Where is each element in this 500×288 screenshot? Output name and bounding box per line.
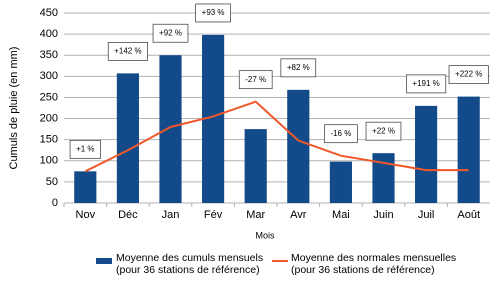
y-tick-label: 350 xyxy=(40,49,58,61)
bar xyxy=(457,96,480,203)
bar xyxy=(116,73,139,203)
annotation: +22 % xyxy=(372,126,395,135)
y-tick-label: 50 xyxy=(46,176,58,188)
legend-line-text: Moyenne des normales mensuelles (pour 36… xyxy=(291,252,457,276)
annotation-box xyxy=(238,70,273,90)
x-tick-label: Mai xyxy=(332,209,350,221)
annotation-box xyxy=(324,124,358,144)
x-tick-label: Avr xyxy=(290,209,307,221)
x-tick-label: Mar xyxy=(246,209,265,221)
y-tick-label: 400 xyxy=(40,28,58,40)
bar xyxy=(74,171,97,203)
x-tick-label: Déc xyxy=(118,209,138,221)
bar xyxy=(415,105,438,203)
legend-swatch xyxy=(96,258,112,264)
y-tick-label: 150 xyxy=(40,134,58,146)
annotation: +93 % xyxy=(202,8,225,17)
annotation-box xyxy=(107,42,148,61)
x-axis-label: Mois xyxy=(255,230,275,240)
annotation-box xyxy=(152,23,189,43)
annotation: -27 % xyxy=(245,75,266,84)
x-tick-label: Fév xyxy=(204,209,223,221)
annotation-box xyxy=(406,74,447,94)
annotation: +92 % xyxy=(159,28,182,37)
annotation: +142 % xyxy=(114,46,141,55)
y-tick-label: 0 xyxy=(52,197,58,209)
y-axis-label: Cumuls de pluie (en mm) xyxy=(8,47,20,170)
bar xyxy=(244,129,267,203)
annotation-box xyxy=(365,121,402,141)
annotation-box xyxy=(69,139,101,159)
x-tick-label: Juin xyxy=(373,209,393,221)
annotation: +191 % xyxy=(412,79,439,88)
x-tick-label: Juil xyxy=(418,209,435,221)
annotation: +1 % xyxy=(76,144,94,153)
bar xyxy=(372,153,395,203)
x-tick-label: Jan xyxy=(162,209,180,221)
bar xyxy=(159,55,182,203)
annotation-box xyxy=(280,58,317,78)
annotation-box xyxy=(448,65,489,84)
y-tick-label: 100 xyxy=(40,155,58,167)
y-tick-label: 250 xyxy=(40,91,58,103)
bar xyxy=(287,89,310,203)
annotation: +82 % xyxy=(287,63,310,72)
y-tick-label: 200 xyxy=(40,112,58,124)
x-tick-label: Août xyxy=(457,209,480,221)
legend-bar-text: Moyenne des cumuls mensuels (pour 36 sta… xyxy=(116,252,264,276)
annotation: +222 % xyxy=(455,70,482,79)
line xyxy=(84,100,469,173)
y-tick-label: 300 xyxy=(40,70,58,82)
annotation: -16 % xyxy=(330,129,351,138)
y-tick-label: 450 xyxy=(40,7,58,19)
bar xyxy=(202,34,225,204)
bar xyxy=(329,161,352,203)
annotation-box xyxy=(195,3,231,23)
x-tick-label: Nov xyxy=(76,209,96,221)
